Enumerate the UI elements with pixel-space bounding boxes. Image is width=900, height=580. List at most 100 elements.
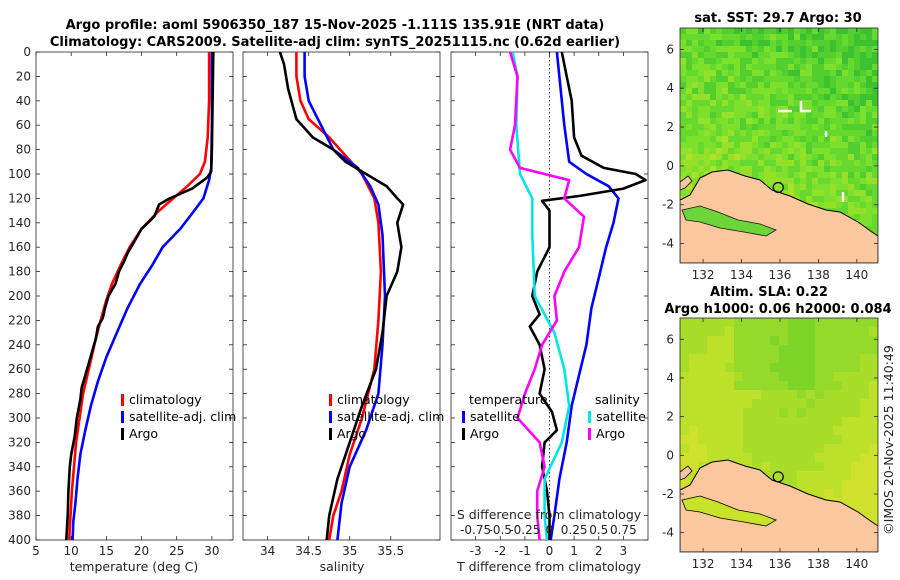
- sla-cell: [860, 444, 869, 453]
- sst-cell: [776, 34, 782, 40]
- sst-cell: [866, 70, 872, 76]
- sst-cell: [788, 142, 794, 148]
- sst-cell: [782, 160, 788, 166]
- sst-cell: [680, 94, 686, 100]
- legend-satellite: satellite-adj. clim: [129, 409, 236, 424]
- sst-cell: [788, 88, 794, 94]
- sla-cell: [869, 444, 878, 453]
- sst-cell: [686, 46, 692, 52]
- sst-cell: [734, 160, 740, 166]
- sst-cell: [716, 118, 722, 124]
- sst-cell: [722, 94, 728, 100]
- top-tick-label: -0.25: [509, 523, 540, 537]
- sst-cell: [764, 64, 770, 70]
- sst-cell: [740, 100, 746, 106]
- sst-cell: [770, 46, 776, 52]
- series-satellite-adj-clim: [303, 52, 387, 540]
- sla-cell: [860, 354, 869, 363]
- sla-cell: [815, 363, 824, 372]
- sst-cell: [686, 52, 692, 58]
- sst-cell: [770, 94, 776, 100]
- sla-cell: [788, 318, 797, 327]
- sst-cell: [704, 136, 710, 142]
- sst-cell: [788, 130, 794, 136]
- x-tick-label: 5: [32, 544, 40, 558]
- sst-cell: [782, 112, 788, 118]
- sst-cell: [776, 178, 782, 184]
- sst-cell: [746, 40, 752, 46]
- sst-cell: [692, 28, 698, 34]
- sst-cell: [680, 136, 686, 142]
- sst-cell: [806, 58, 812, 64]
- sla-cell: [779, 435, 788, 444]
- sst-cell: [812, 118, 818, 124]
- sst-cell: [716, 136, 722, 142]
- sla-cell: [734, 354, 743, 363]
- sst-cell: [758, 166, 764, 172]
- bay-water: [681, 205, 777, 237]
- sst-cell: [860, 160, 866, 166]
- sst-cell: [812, 184, 818, 190]
- sst-cell: [698, 106, 704, 112]
- sst-cell: [740, 112, 746, 118]
- sst-cell: [704, 130, 710, 136]
- sla-cell: [743, 399, 752, 408]
- sla-cell: [851, 480, 860, 489]
- legend-swatch-t-satellite: [462, 411, 465, 423]
- sst-cell: [860, 142, 866, 148]
- sla-cell: [716, 372, 725, 381]
- sst-cell: [698, 172, 704, 178]
- sla-cell: [788, 435, 797, 444]
- sst-cell: [746, 64, 752, 70]
- sla-cell: [815, 345, 824, 354]
- sst-cell: [854, 40, 860, 46]
- sst-cell: [794, 184, 800, 190]
- sst-cell: [704, 124, 710, 130]
- sst-cell: [740, 70, 746, 76]
- sst-cell: [806, 94, 812, 100]
- sla-cell: [680, 462, 689, 471]
- sst-cell: [728, 40, 734, 46]
- sla-cell: [689, 354, 698, 363]
- sst-cell: [836, 154, 842, 160]
- sst-cell: [842, 82, 848, 88]
- sst-cell: [800, 136, 806, 142]
- sla-cell: [680, 336, 689, 345]
- sla-cell: [815, 408, 824, 417]
- sla-cell: [689, 462, 698, 471]
- sst-cell: [716, 64, 722, 70]
- sst-cell: [704, 58, 710, 64]
- sst-cell: [842, 118, 848, 124]
- sst-cell: [824, 40, 830, 46]
- sla-cell: [707, 444, 716, 453]
- legend-swatch-s-satellite: [588, 411, 591, 423]
- sst-cell: [824, 100, 830, 106]
- sla-cell: [788, 444, 797, 453]
- sst-cell: [860, 82, 866, 88]
- sst-cell: [758, 40, 764, 46]
- sst-cell: [758, 106, 764, 112]
- sst-cell: [800, 172, 806, 178]
- sla-cell: [716, 390, 725, 399]
- sst-cell: [788, 34, 794, 40]
- sla-cell: [869, 399, 878, 408]
- sst-cell: [812, 112, 818, 118]
- sst-cell: [800, 46, 806, 52]
- sst-cell: [734, 124, 740, 130]
- sla-cell: [815, 399, 824, 408]
- sla-cell: [788, 399, 797, 408]
- y-tick-label: 40: [16, 94, 31, 108]
- sla-cell: [851, 327, 860, 336]
- sla-cell: [797, 345, 806, 354]
- difference-lines: [508, 52, 647, 540]
- sla-cell: [716, 381, 725, 390]
- sst-cell: [782, 100, 788, 106]
- sst-cell: [764, 166, 770, 172]
- sst-cell: [788, 184, 794, 190]
- island-landmass: [680, 465, 693, 481]
- sst-cell: [776, 118, 782, 124]
- y-tick-label: 0: [23, 45, 31, 59]
- sla-cell: [770, 318, 779, 327]
- sst-cell: [698, 76, 704, 82]
- sst-cell: [746, 100, 752, 106]
